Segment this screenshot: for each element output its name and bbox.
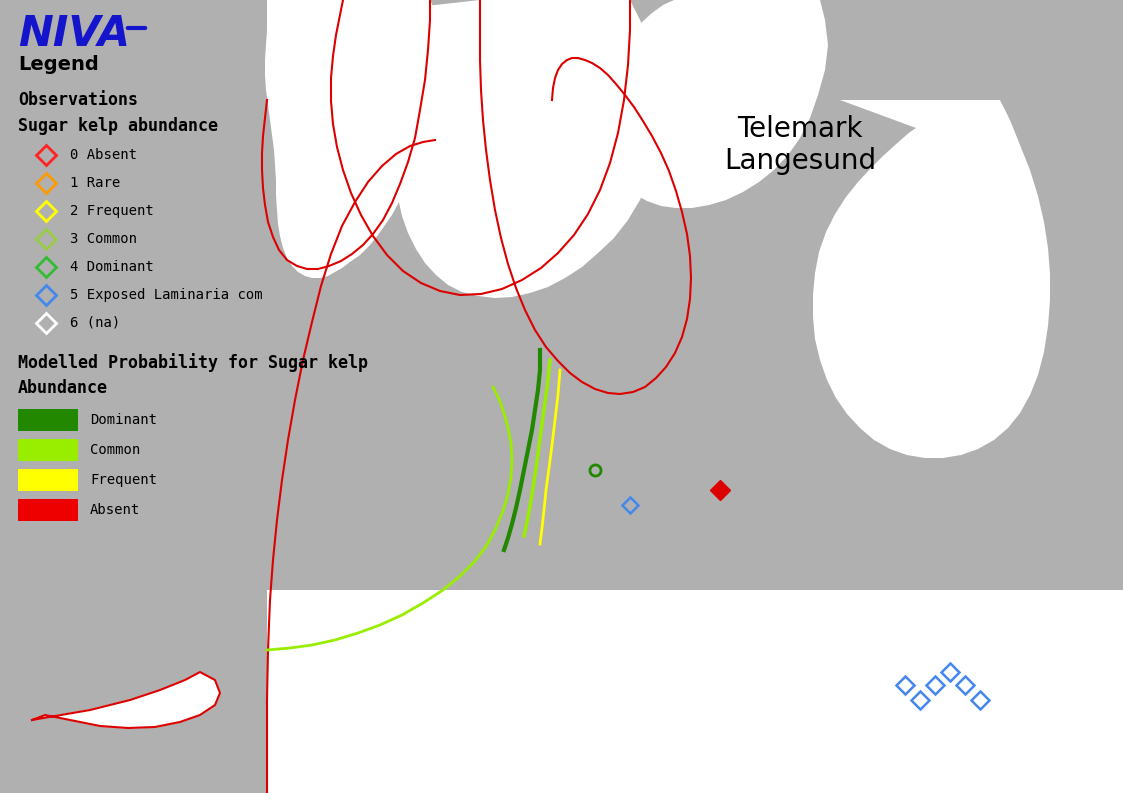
FancyBboxPatch shape [18,439,77,461]
Text: Common: Common [90,443,140,457]
Polygon shape [267,590,1123,793]
Text: Legend: Legend [18,55,99,74]
Text: Telemark
Langesund: Telemark Langesund [724,115,876,175]
Text: NIVA: NIVA [18,13,130,55]
FancyBboxPatch shape [18,469,77,491]
Text: Dominant: Dominant [90,413,157,427]
Text: Abundance: Abundance [18,379,108,397]
Polygon shape [813,100,1050,458]
FancyBboxPatch shape [18,499,77,521]
Text: Frequent: Frequent [90,473,157,487]
Polygon shape [599,0,828,208]
Text: 4 Dominant: 4 Dominant [70,260,154,274]
Text: 0 Absent: 0 Absent [70,148,137,162]
Text: Sugar kelp abundance: Sugar kelp abundance [18,117,218,135]
Polygon shape [265,0,445,278]
Text: 6 (na): 6 (na) [70,316,120,330]
Text: 1 Rare: 1 Rare [70,176,120,190]
Text: 2 Frequent: 2 Frequent [70,204,154,218]
Text: Absent: Absent [90,503,140,517]
Polygon shape [31,672,220,728]
Text: Observations: Observations [18,91,138,109]
FancyBboxPatch shape [18,409,77,431]
Polygon shape [395,0,665,298]
Text: 3 Common: 3 Common [70,232,137,246]
Text: 5 Exposed Laminaria com: 5 Exposed Laminaria com [70,288,263,302]
Text: Modelled Probability for Sugar kelp: Modelled Probability for Sugar kelp [18,353,368,372]
